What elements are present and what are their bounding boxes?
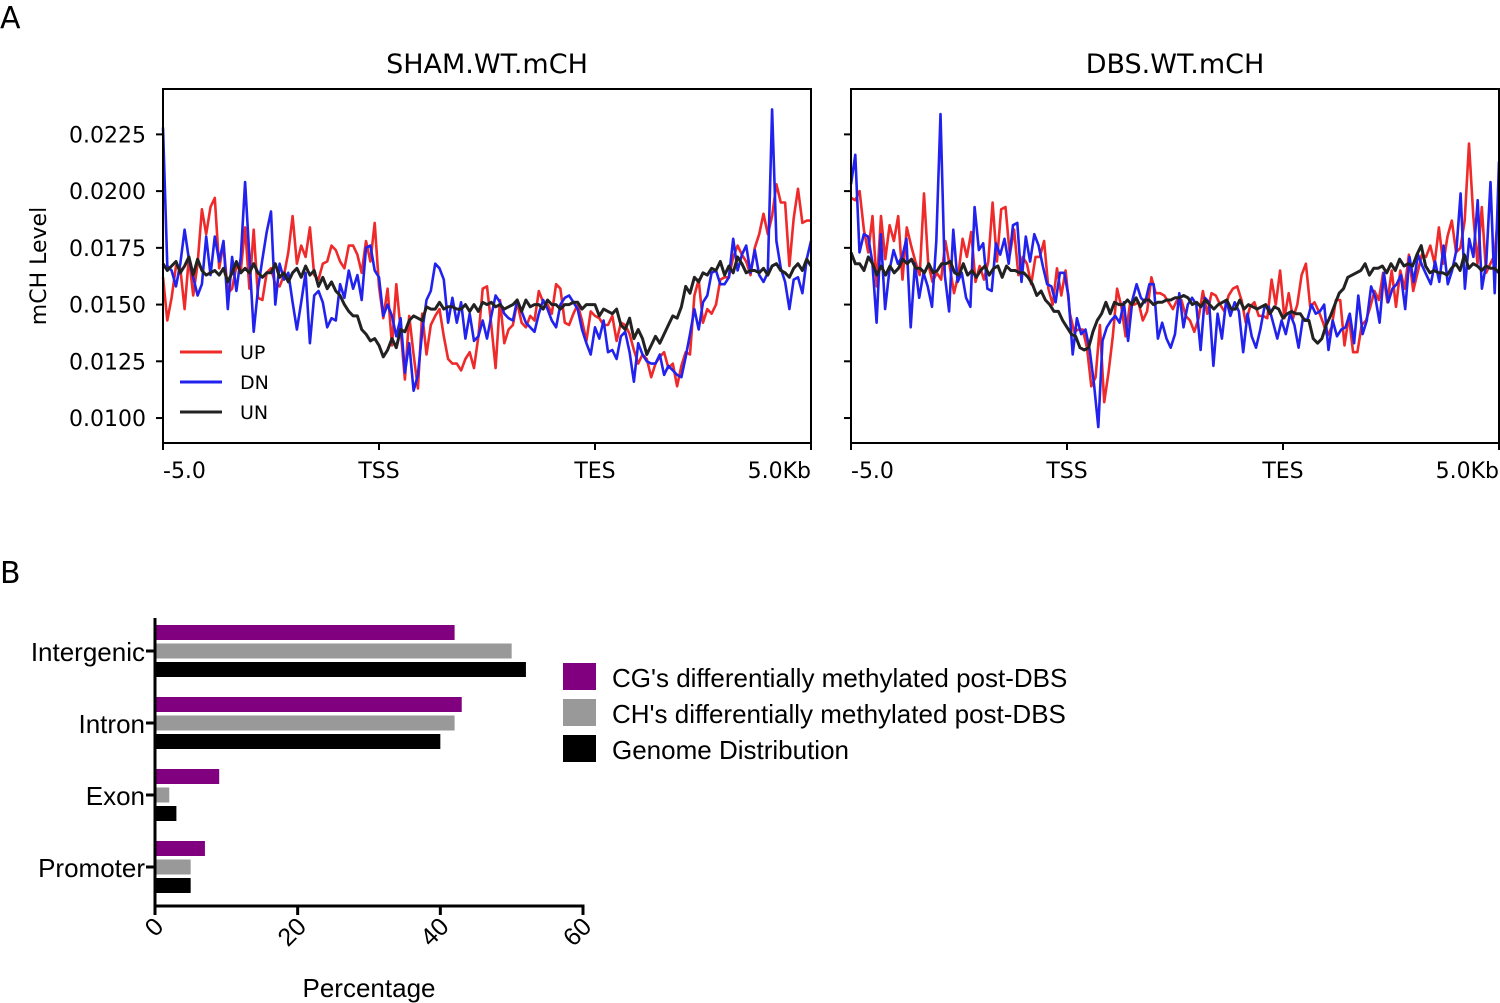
line-chart-2: DBS.WT.mCH -5.0 TSS TES 5.0Kb xyxy=(844,49,1500,484)
series-line-up xyxy=(161,183,811,390)
x-tick-label: -5.0 xyxy=(163,459,206,484)
x-tick-label: 60 xyxy=(558,912,597,951)
bar-group-intron: Intron xyxy=(79,697,462,749)
bar xyxy=(155,715,455,731)
bar xyxy=(155,806,177,821)
legend-label: DN xyxy=(240,372,269,394)
bar-group-promoter: Promoter xyxy=(38,841,205,893)
y-axis-label: mCH Level xyxy=(27,207,52,325)
bar xyxy=(155,841,205,856)
category-label: Exon xyxy=(86,781,145,811)
plot-frame xyxy=(850,88,1500,444)
bar xyxy=(155,643,512,659)
chart-title: DBS.WT.mCH xyxy=(1086,49,1265,80)
x-tick-label: 5.0Kb xyxy=(748,459,811,484)
legend-label: UN xyxy=(240,402,268,424)
chart-title: SHAM.WT.mCH xyxy=(386,49,588,80)
bar-chart: Intergenic Intron Exon Promoter 0 20 40 60 Perce… xyxy=(31,618,1067,1003)
bar xyxy=(155,625,455,640)
series-line-un xyxy=(161,255,813,359)
line-charts: SHAM.WT.mCH 0.0100 0.0125 0.0150 0.0175 0.020… xyxy=(27,49,1500,484)
bar xyxy=(155,878,191,893)
legend-swatch-3 xyxy=(563,735,596,762)
x-tick-label: TES xyxy=(573,459,615,484)
panel-label-b: B xyxy=(0,556,21,591)
y-tick-label: 0.0175 xyxy=(69,237,146,262)
bar xyxy=(155,769,220,784)
bar-group-intergenic: Intergenic xyxy=(31,625,526,677)
bar xyxy=(155,697,462,712)
series-line-dn xyxy=(849,112,1500,429)
y-tick-label: 0.0125 xyxy=(69,350,146,375)
y-tick-label: 0.0225 xyxy=(69,123,146,148)
x-tick-label: 0 xyxy=(140,912,170,942)
y-tick-label: 0.0100 xyxy=(69,407,146,432)
y-tick-label: 0.0200 xyxy=(69,180,146,205)
line-chart-1: SHAM.WT.mCH 0.0100 0.0125 0.0150 0.0175 0.020… xyxy=(27,49,813,484)
legend-label: CH's differentially methylated post-DBS xyxy=(612,699,1066,729)
legend-label: Genome Distribution xyxy=(612,735,849,765)
x-tick-label: TES xyxy=(1261,459,1303,484)
legend-swatch-1 xyxy=(563,663,596,690)
y-tick-label: 0.0150 xyxy=(69,294,146,319)
bar-legend: CG's differentially methylated post-DBS C… xyxy=(563,663,1067,765)
legend-label: CG's differentially methylated post-DBS xyxy=(612,663,1067,693)
x-tick-label: TSS xyxy=(357,459,399,484)
x-axis-label: Percentage xyxy=(303,973,436,1003)
legend-swatch-2 xyxy=(563,699,596,726)
bar-group-exon: Exon xyxy=(86,769,220,821)
bar xyxy=(155,662,526,677)
category-label: Intergenic xyxy=(31,637,145,667)
series-line-dn xyxy=(161,108,813,393)
series-line-un xyxy=(849,244,1500,352)
x-tick-label: TSS xyxy=(1045,459,1087,484)
bar xyxy=(155,787,170,803)
x-tick-label: -5.0 xyxy=(851,459,894,484)
panel-label-a: A xyxy=(0,1,21,36)
legend-label: UP xyxy=(240,342,265,364)
category-label: Promoter xyxy=(38,853,145,883)
series-line-up xyxy=(850,142,1500,404)
bar xyxy=(155,859,191,875)
x-tick-label: 5.0Kb xyxy=(1436,459,1499,484)
category-label: Intron xyxy=(79,709,146,739)
plot-frame xyxy=(162,88,812,444)
legend: UP DN UN xyxy=(180,342,269,424)
x-tick-label: 20 xyxy=(272,912,311,951)
x-tick-label: 40 xyxy=(415,912,454,951)
bar xyxy=(155,734,441,749)
